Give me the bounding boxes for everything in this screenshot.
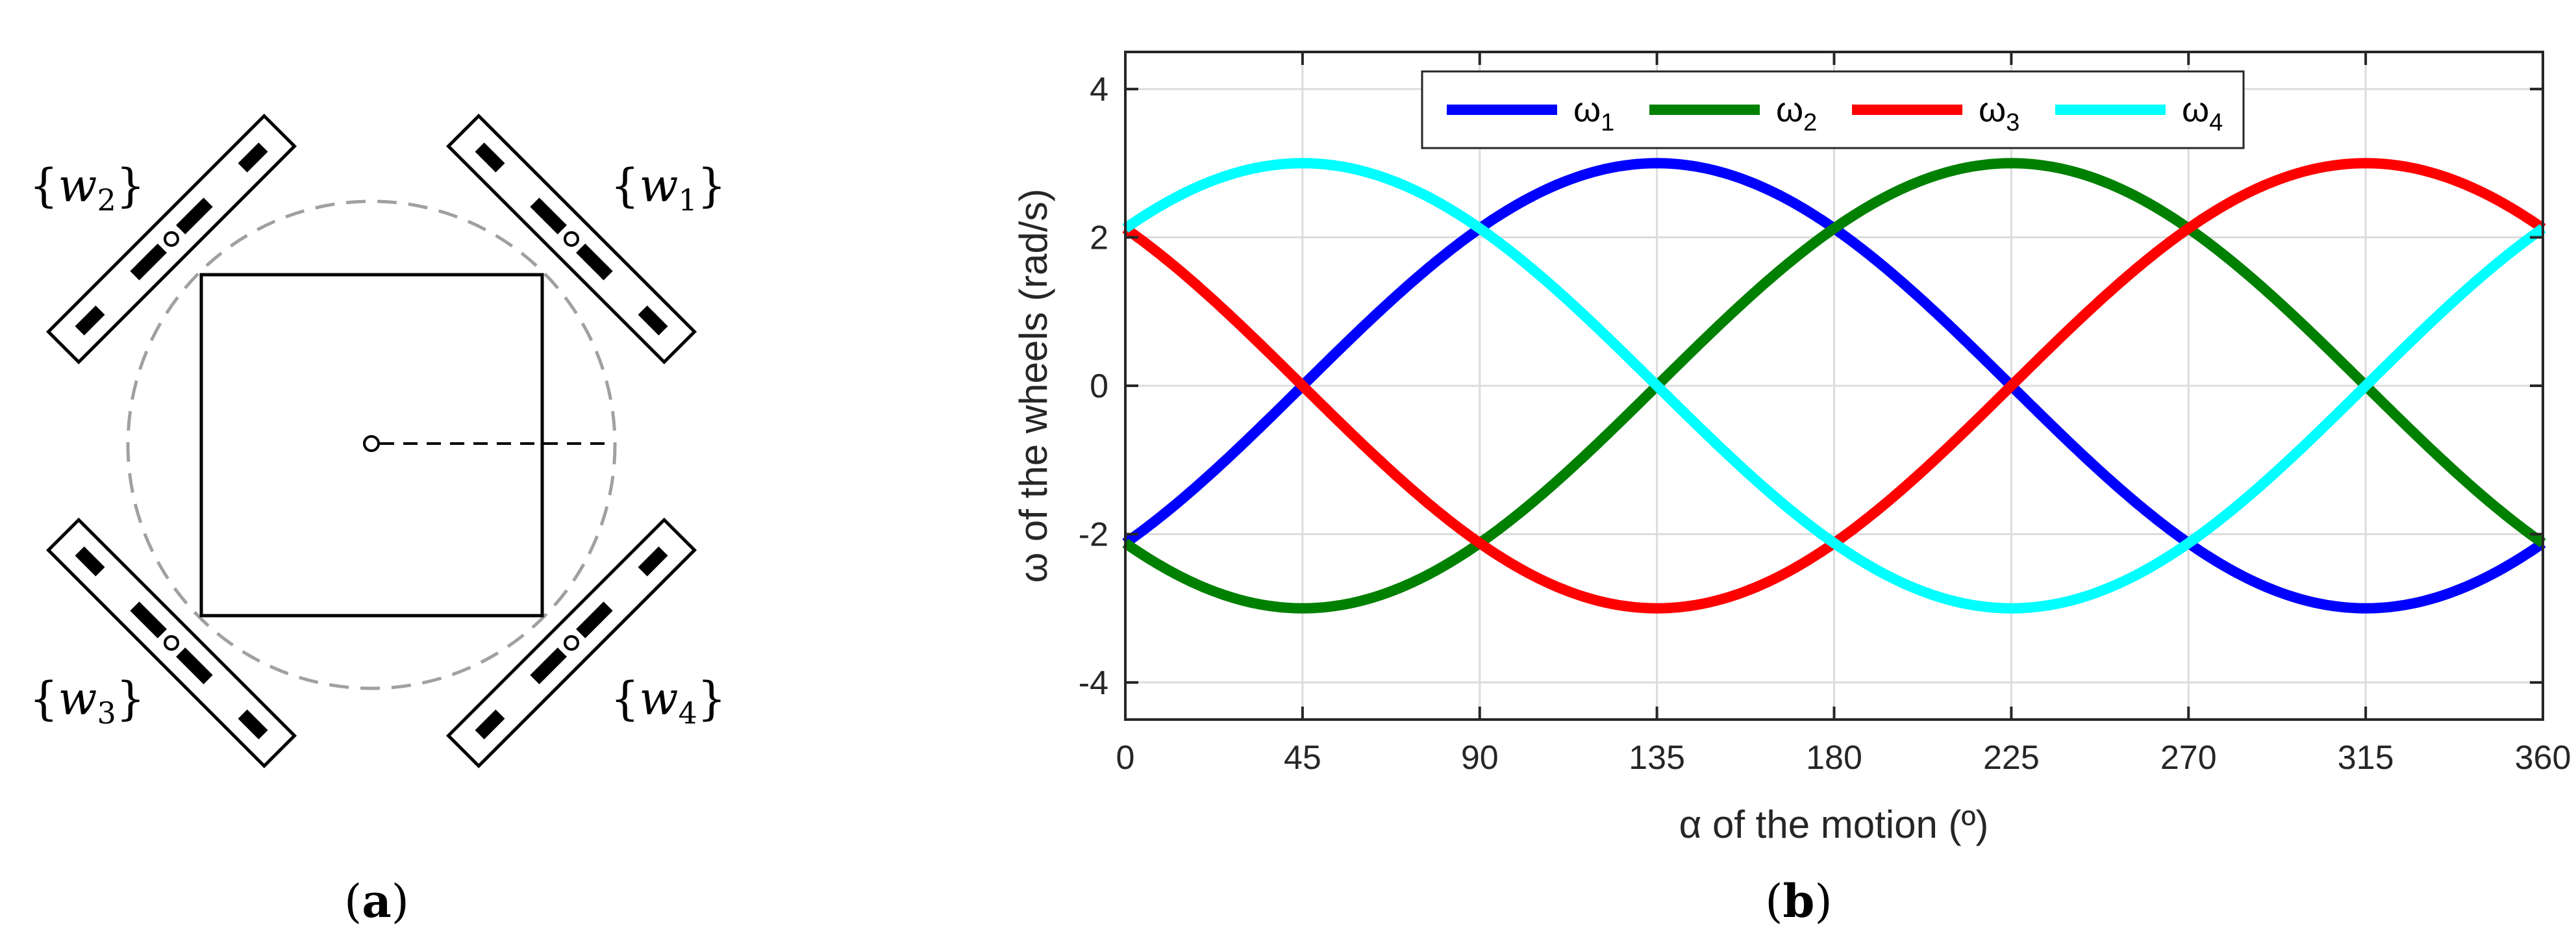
x-tick-label: 135 bbox=[1629, 739, 1685, 777]
x-tick-label: 45 bbox=[1284, 739, 1321, 777]
series-lines bbox=[1122, 158, 2546, 614]
panel-b-label: (b) bbox=[1765, 874, 1832, 928]
wheel-label-w3: {w3} bbox=[29, 672, 145, 731]
y-tick-label: -4 bbox=[1079, 664, 1108, 702]
x-tick-label: 180 bbox=[1806, 739, 1862, 777]
robot-diagram: {w1} {w2} {w3} {w4} (a) bbox=[29, 113, 726, 928]
ticks: 0 45 90 135 180 225 270 315 360 -4 -2 0 2 4 bbox=[1079, 52, 2571, 777]
x-tick-label: 315 bbox=[2338, 739, 2394, 777]
x-tick-label: 225 bbox=[1983, 739, 2040, 777]
y-axis-label: ω of the wheels (rad/s) bbox=[1012, 188, 1055, 583]
series-line-w2 bbox=[1122, 158, 2546, 614]
legend: ω1 ω2 ω3 ω4 bbox=[1421, 70, 2245, 149]
wheel-label-w4: {w4} bbox=[610, 672, 726, 731]
legend-label-w1: ω1 bbox=[1573, 90, 1614, 136]
wheel-w3 bbox=[45, 517, 297, 769]
x-tick-label: 90 bbox=[1461, 739, 1499, 777]
robot-chassis bbox=[199, 273, 544, 618]
legend-label-w3: ω3 bbox=[1979, 90, 2020, 136]
x-tick-label: 360 bbox=[2515, 739, 2571, 777]
x-tick-label: 270 bbox=[2160, 739, 2217, 777]
legend-label-w2: ω2 bbox=[1776, 90, 1817, 136]
wheel-label-w1: {w1} bbox=[610, 159, 726, 218]
y-tick-label: 2 bbox=[1090, 220, 1108, 257]
robot-center bbox=[363, 435, 380, 452]
wheel-circle bbox=[126, 199, 617, 690]
series-line-w4 bbox=[1122, 158, 2546, 614]
y-tick-label: 0 bbox=[1090, 368, 1108, 405]
x-tick-label: 0 bbox=[1116, 739, 1135, 777]
x-axis-label: α of the motion (º) bbox=[1679, 803, 1989, 846]
y-tick-label: -2 bbox=[1079, 516, 1108, 553]
y-tick-label: 4 bbox=[1090, 71, 1108, 108]
wheel-w2 bbox=[45, 113, 297, 365]
wheel-w1 bbox=[445, 113, 697, 365]
wheel-w4 bbox=[445, 517, 697, 769]
legend-label-w4: ω4 bbox=[2182, 90, 2223, 136]
panel-a-label: (a) bbox=[344, 874, 409, 928]
wheel-label-w2: {w2} bbox=[29, 159, 145, 218]
